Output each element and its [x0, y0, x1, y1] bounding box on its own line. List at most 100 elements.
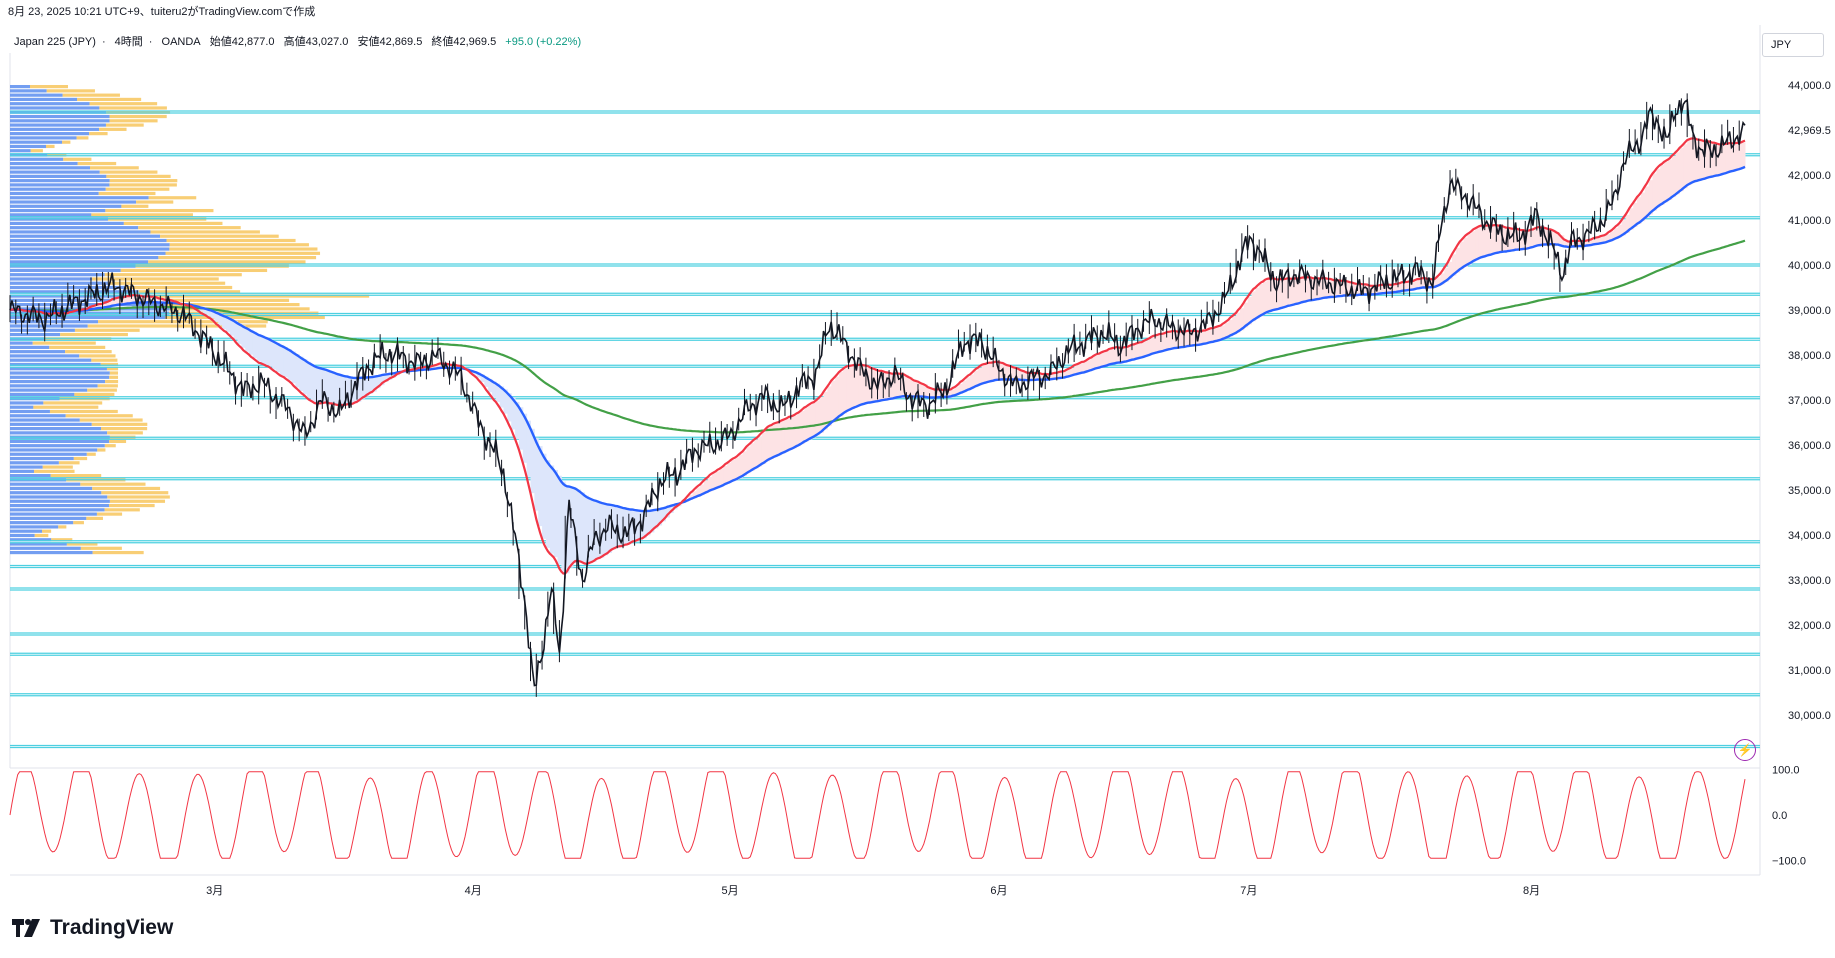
- volume-bar-down: [104, 508, 140, 512]
- volume-bar-down: [42, 529, 52, 533]
- volume-bar-up: [10, 345, 50, 349]
- cloud-segment: [241, 325, 246, 348]
- volume-bar-down: [105, 123, 144, 127]
- cloud-segment: [719, 468, 724, 487]
- cloud-segment: [1733, 143, 1738, 171]
- cloud-segment: [526, 420, 531, 477]
- volume-bar-up: [10, 119, 110, 123]
- volume-bar-down: [49, 345, 106, 349]
- volume-bar-up: [10, 508, 105, 512]
- cloud-segment: [364, 377, 370, 397]
- cloud-segment: [1232, 316, 1237, 335]
- cloud-segment: [279, 345, 285, 376]
- cloud-segment: [272, 340, 277, 370]
- volume-bar-up: [10, 243, 170, 247]
- volume-bar-down: [98, 320, 268, 324]
- volume-bar-up: [10, 170, 100, 174]
- cloud-segment: [507, 393, 512, 422]
- currency-selector[interactable]: JPY: [1762, 33, 1824, 57]
- cloud-segment: [1421, 278, 1426, 288]
- volume-bar-down: [91, 358, 118, 362]
- cloud-segment: [445, 363, 451, 368]
- cloud-segment: [1139, 342, 1145, 358]
- volume-bar-up: [10, 114, 110, 119]
- price-tick-label: 33,000.0: [1788, 575, 1831, 587]
- cloud-segment: [1613, 228, 1619, 240]
- price-tick-label: 31,000.0: [1788, 665, 1831, 677]
- cloud-segment: [923, 384, 929, 397]
- cloud-segment: [1058, 371, 1064, 379]
- cloud-segment: [495, 383, 501, 402]
- cloud-segment: [233, 320, 238, 340]
- cloud-segment: [557, 475, 562, 565]
- cloud-segment: [1394, 284, 1399, 293]
- volume-bar-up: [10, 516, 87, 520]
- cloud-segment: [754, 439, 759, 469]
- price-chart[interactable]: 30,000.0 31,000.0 32,000.0 33,000.0 34,000.0…: [0, 0, 1835, 900]
- cloud-segment: [376, 376, 381, 389]
- volume-bar-down: [34, 533, 49, 538]
- cloud-segment: [1135, 343, 1141, 359]
- volume-bar-down: [89, 102, 158, 106]
- interval-label[interactable]: 4時間: [114, 36, 143, 48]
- volume-bar-down: [120, 268, 268, 273]
- cloud-segment: [892, 373, 898, 399]
- cloud-segment: [1718, 143, 1723, 176]
- cloud-segment: [700, 484, 705, 496]
- cloud-segment: [1405, 282, 1411, 291]
- cloud-segment: [1552, 230, 1557, 245]
- cloud-segment: [1293, 278, 1299, 305]
- cloud-segment: [1509, 228, 1515, 251]
- cloud-segment: [1024, 371, 1029, 380]
- cloud-segment: [322, 368, 327, 404]
- cloud-segment: [1532, 229, 1538, 247]
- volume-bar-up: [10, 354, 80, 358]
- cloud-segment: [885, 372, 890, 400]
- cloud-segment: [372, 377, 377, 392]
- cloud-segment: [750, 443, 755, 471]
- cloud-segment: [858, 364, 863, 406]
- price-tick-label: 30,000.0: [1788, 710, 1831, 722]
- tradingview-brand[interactable]: TradingView: [12, 916, 173, 940]
- cloud-segment: [561, 481, 566, 572]
- cloud-segment: [1051, 373, 1056, 380]
- volume-bar-down: [105, 187, 170, 191]
- cloud-segment: [1694, 138, 1700, 182]
- cloud-segment: [958, 383, 963, 394]
- cloud-segment: [788, 416, 794, 450]
- cloud-segment: [657, 509, 663, 526]
- last-price-label: 42,969.5: [1788, 122, 1831, 141]
- cloud-segment: [1185, 331, 1191, 347]
- volume-bar-down: [58, 461, 80, 465]
- cloud-segment: [1120, 347, 1125, 363]
- volume-bar-down: [97, 384, 118, 388]
- volume-bar-down: [33, 405, 99, 409]
- cloud-segment: [449, 364, 454, 368]
- cloud-segment: [572, 487, 578, 564]
- price-axis: 30,000.0 31,000.0 32,000.0 33,000.0 34,000.0…: [1788, 80, 1831, 722]
- cloud-segment: [545, 460, 551, 548]
- cloud-segment: [314, 366, 319, 404]
- cloud-segment: [804, 407, 809, 442]
- cloud-segment: [854, 365, 859, 408]
- cloud-segment: [538, 446, 543, 527]
- symbol-name[interactable]: Japan 225 (JPY): [14, 36, 96, 48]
- volume-bar-up: [10, 491, 102, 495]
- volume-bar-up: [10, 328, 75, 332]
- cloud-segment: [773, 423, 778, 458]
- cloud-segment: [341, 375, 346, 405]
- cloud-segment: [1498, 225, 1503, 253]
- volume-bar-up: [10, 268, 121, 273]
- cloud-segment: [650, 510, 655, 533]
- cloud-segment: [1648, 180, 1653, 215]
- volume-bar-up: [10, 405, 34, 409]
- volume-bar-down: [50, 474, 102, 478]
- alert-icon[interactable]: ⚡: [1734, 739, 1756, 761]
- volume-bar-down: [150, 294, 370, 298]
- cloud-segment: [1440, 273, 1445, 285]
- volume-bar-up: [10, 384, 98, 388]
- volume-bar-up: [10, 166, 91, 170]
- cloud-segment: [711, 473, 717, 490]
- volume-bar-down: [123, 221, 223, 225]
- volume-bar-down: [77, 161, 117, 166]
